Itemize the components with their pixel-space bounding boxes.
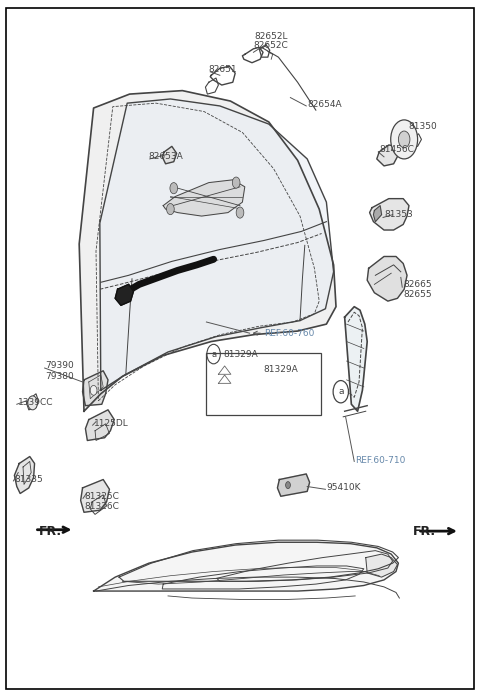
Polygon shape xyxy=(367,256,407,301)
Text: REF.60-710: REF.60-710 xyxy=(355,456,406,464)
Polygon shape xyxy=(81,480,109,512)
Text: 95410K: 95410K xyxy=(326,484,361,492)
Text: FR.: FR. xyxy=(413,525,436,537)
Text: 79390: 79390 xyxy=(46,362,74,370)
Circle shape xyxy=(286,482,290,489)
Text: 81326C: 81326C xyxy=(84,502,119,510)
Circle shape xyxy=(28,396,37,410)
Text: 81456C: 81456C xyxy=(379,146,414,154)
Text: 81325C: 81325C xyxy=(84,492,119,500)
Bar xyxy=(206,353,321,415)
Text: 81335: 81335 xyxy=(14,475,43,484)
Polygon shape xyxy=(100,99,334,390)
Polygon shape xyxy=(373,206,382,222)
Text: FR.: FR. xyxy=(38,525,61,537)
Text: 82655: 82655 xyxy=(403,290,432,298)
Text: 82651: 82651 xyxy=(209,66,238,74)
Text: 82654A: 82654A xyxy=(307,100,342,109)
Text: 82652C: 82652C xyxy=(254,41,288,49)
Polygon shape xyxy=(94,542,398,591)
Text: 1339CC: 1339CC xyxy=(18,399,54,407)
Text: 82653A: 82653A xyxy=(149,153,183,161)
Text: 81353: 81353 xyxy=(384,210,413,219)
Text: 81350: 81350 xyxy=(408,123,437,131)
Circle shape xyxy=(167,204,174,215)
Polygon shape xyxy=(14,457,35,493)
Circle shape xyxy=(170,183,178,194)
Polygon shape xyxy=(366,554,397,577)
Text: 81329A: 81329A xyxy=(263,365,298,374)
Circle shape xyxy=(90,385,97,395)
Text: 82652L: 82652L xyxy=(254,32,288,40)
Circle shape xyxy=(232,177,240,188)
Polygon shape xyxy=(277,474,310,496)
Text: REF.60-760: REF.60-760 xyxy=(264,329,314,337)
Text: a: a xyxy=(338,388,344,396)
Polygon shape xyxy=(345,307,367,411)
Text: 82665: 82665 xyxy=(403,280,432,289)
Polygon shape xyxy=(85,410,114,441)
Circle shape xyxy=(236,207,244,218)
Text: 79380: 79380 xyxy=(46,372,74,381)
Polygon shape xyxy=(79,91,336,411)
Text: a: a xyxy=(211,350,216,358)
Text: 1125DL: 1125DL xyxy=(94,420,128,428)
Text: 81329A: 81329A xyxy=(223,350,258,358)
Polygon shape xyxy=(115,284,133,305)
Polygon shape xyxy=(163,180,245,216)
Circle shape xyxy=(391,120,418,159)
Polygon shape xyxy=(377,145,398,166)
Polygon shape xyxy=(162,146,177,164)
Polygon shape xyxy=(83,371,108,406)
Circle shape xyxy=(398,131,410,148)
Polygon shape xyxy=(370,199,409,230)
